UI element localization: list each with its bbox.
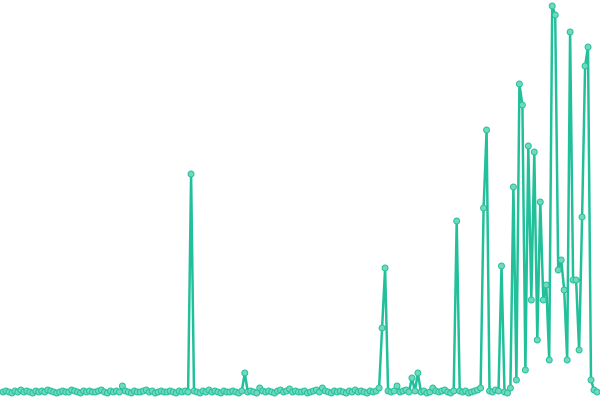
point [533, 336, 541, 344]
point [539, 296, 547, 304]
point [405, 388, 413, 396]
point [512, 376, 520, 384]
point [450, 387, 458, 395]
point [527, 296, 535, 304]
line [2, 4, 598, 395]
point [118, 382, 126, 390]
point [241, 369, 249, 377]
point [483, 126, 491, 134]
point [554, 266, 562, 274]
point [524, 142, 532, 150]
point [497, 262, 505, 270]
point [381, 264, 389, 272]
point [563, 356, 571, 364]
point [518, 101, 526, 109]
point [453, 217, 461, 225]
point [393, 382, 401, 390]
point [480, 204, 488, 212]
point [530, 148, 538, 156]
point [408, 374, 416, 382]
point [414, 369, 422, 377]
point [184, 388, 192, 396]
point [578, 213, 586, 221]
point [494, 387, 502, 395]
point [551, 11, 559, 19]
point [515, 80, 523, 88]
point [503, 389, 511, 397]
point [521, 366, 529, 374]
point [509, 183, 517, 191]
point [375, 384, 383, 392]
point [572, 276, 580, 284]
point [587, 376, 595, 384]
point [536, 198, 544, 206]
point [548, 2, 556, 10]
point [253, 389, 261, 397]
point [477, 384, 485, 392]
point [378, 324, 386, 332]
point [584, 43, 592, 51]
point [593, 388, 600, 396]
point [581, 62, 589, 70]
point [411, 387, 419, 395]
point [557, 256, 565, 264]
point [506, 384, 514, 392]
point [115, 388, 123, 396]
point [545, 356, 553, 364]
point [238, 387, 246, 395]
point [575, 346, 583, 354]
point [542, 281, 550, 289]
point [187, 170, 195, 178]
point [566, 28, 574, 36]
point [560, 286, 568, 294]
